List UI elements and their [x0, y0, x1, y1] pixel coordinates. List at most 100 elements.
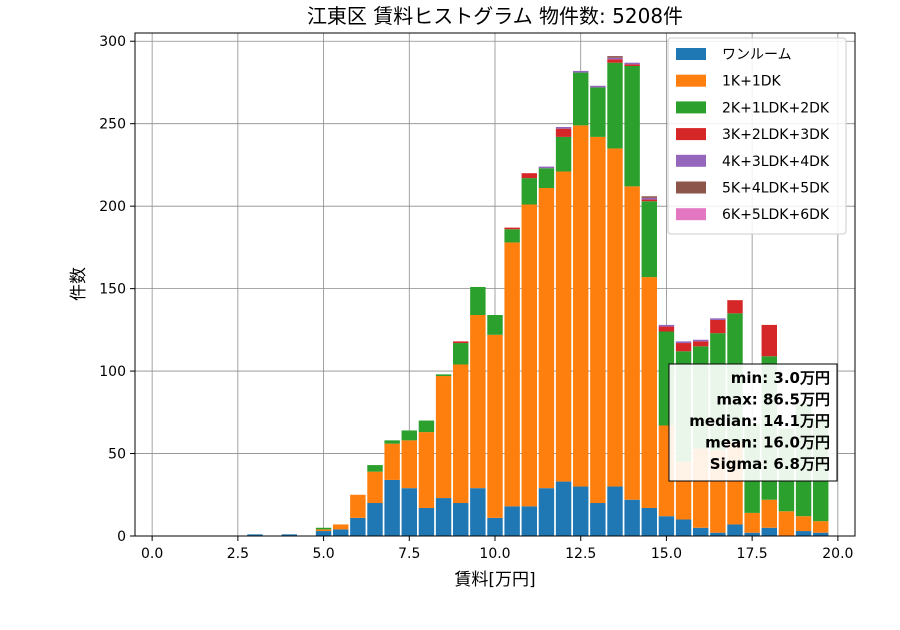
- stats-line: min: 3.0万円: [731, 369, 830, 387]
- bar-series-3: [624, 65, 640, 187]
- bar-series-1: [435, 498, 452, 536]
- legend-swatch: [676, 208, 706, 221]
- bar-series-3: [435, 374, 452, 377]
- bar-series-4: [710, 319, 726, 334]
- stats-line: mean: 16.0万円: [705, 434, 830, 452]
- bar-series-1: [418, 507, 435, 536]
- stats-line: max: 86.5万円: [716, 391, 830, 409]
- legend-swatch: [676, 181, 706, 194]
- bar-series-1: [744, 532, 760, 536]
- legend-swatch: [676, 154, 706, 167]
- x-axis-label: 賃料[万円]: [454, 570, 535, 590]
- bar-series-2: [624, 186, 640, 500]
- bar-series-2: [384, 443, 400, 480]
- legend-label: 3K+2LDK+3DK: [722, 127, 830, 143]
- bar-series-3: [607, 62, 623, 149]
- legend-swatch: [676, 48, 706, 60]
- bar-series-3: [573, 72, 589, 126]
- bar-series-3: [487, 315, 503, 335]
- bar-series-1: [401, 488, 417, 536]
- bar-series-5: [590, 85, 606, 88]
- bar-series-3: [470, 286, 486, 316]
- y-tick-label: 0: [117, 529, 126, 545]
- legend: ワンルーム 1K+1DK 2K+1LDK+2DK 3K+2LDK+3DK 4K+3LDK…: [667, 37, 847, 235]
- bar-series-5: [624, 62, 640, 65]
- bar-series-4: [521, 173, 537, 179]
- bar-series-5: [693, 339, 709, 342]
- y-tick-label: 50: [108, 447, 126, 463]
- bar-series-1: [333, 529, 349, 536]
- bar-series-5: [538, 166, 555, 169]
- chart-title: 江東区 賃料ヒストグラム 物件数: 5208件: [307, 4, 683, 28]
- x-tick-label: 5.0: [312, 546, 334, 562]
- bar-series-1: [795, 531, 812, 536]
- bar-series-3: [401, 430, 417, 441]
- bar-series-1: [658, 516, 675, 536]
- bar-series-3: [641, 201, 657, 278]
- x-tick-label: 2.5: [227, 546, 249, 562]
- legend-label: ワンルーム: [722, 47, 792, 63]
- x-tick-label: 12.5: [565, 546, 596, 562]
- stats-frame: [668, 363, 838, 482]
- y-tick-label: 300: [99, 34, 126, 50]
- bar-series-2: [418, 432, 435, 508]
- bar-series-1: [470, 488, 486, 536]
- bar-series-2: [778, 511, 795, 536]
- bar-series-2: [521, 204, 537, 507]
- bar-series-6: [641, 196, 657, 198]
- bar-series-4: [727, 300, 743, 314]
- legend-label: 5K+4LDK+5DK: [722, 181, 830, 197]
- x-tick-label: 7.5: [398, 546, 420, 562]
- bar-series-6: [607, 56, 623, 58]
- bar-series-4: [675, 343, 692, 352]
- bar-series-2: [367, 471, 383, 504]
- x-tick-label: 15.0: [651, 546, 682, 562]
- bar-series-1: [675, 519, 692, 536]
- bar-series-1: [384, 479, 400, 536]
- bar-series-2: [607, 148, 623, 487]
- bar-series-5: [658, 324, 675, 327]
- x-tick-label: 0.0: [141, 546, 163, 562]
- bar-series-2: [555, 171, 572, 482]
- axis-ticks: 0.0 2.5 5.0 7.5 10.0 12.5 15.0 17.5 20.0 0 50 100 15…: [99, 34, 853, 562]
- bar-series-1: [710, 532, 726, 536]
- bar-series-4: [555, 128, 572, 137]
- x-tick-label: 20.0: [822, 546, 853, 562]
- bar-series-3: [315, 527, 332, 530]
- bar-series-4: [607, 59, 623, 63]
- bar-series-1: [350, 517, 366, 536]
- bar-series-5: [710, 318, 726, 320]
- bar-series-5: [641, 197, 657, 200]
- bar-series-5: [555, 127, 572, 129]
- stats-box: min: 3.0万円 max: 86.5万円 median: 14.1万円 mean:…: [668, 363, 838, 482]
- bar-series-4: [693, 341, 709, 347]
- legend-swatch: [676, 128, 706, 141]
- bar-series-1: [247, 534, 263, 536]
- bar-series-1: [315, 531, 332, 536]
- bar-series-2: [504, 242, 520, 507]
- bar-series-1: [281, 534, 297, 536]
- bar-series-5: [573, 70, 589, 73]
- bar-series-2: [487, 334, 503, 518]
- bar-series-1: [727, 524, 743, 536]
- bar-series-2: [470, 315, 486, 489]
- bar-series-1: [590, 503, 606, 536]
- bar-series-2: [453, 364, 469, 504]
- bar-series-2: [333, 524, 349, 530]
- bar-series-3: [521, 178, 537, 205]
- bar-series-2: [435, 376, 452, 499]
- bar-series-3: [538, 168, 555, 189]
- bar-series-5: [607, 57, 623, 60]
- bar-series-4: [761, 324, 777, 357]
- y-axis-label: 件数: [69, 267, 89, 301]
- legend-box: [667, 37, 847, 235]
- legend-label: 4K+3LDK+4DK: [722, 154, 830, 170]
- y-tick-label: 100: [99, 364, 126, 380]
- bar-series-3: [590, 87, 606, 137]
- bar-series-4: [453, 341, 469, 344]
- bar-series-1: [641, 507, 657, 536]
- bar-series-2: [795, 516, 812, 532]
- bar-series-2: [590, 136, 606, 504]
- bar-series-1: [813, 532, 829, 536]
